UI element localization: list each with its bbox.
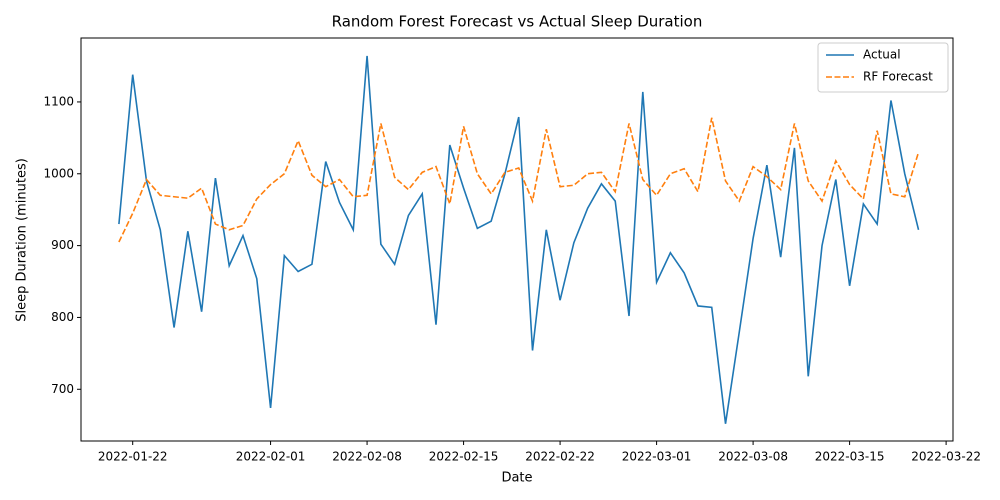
chart-title: Random Forest Forecast vs Actual Sleep D… <box>332 13 703 31</box>
x-tick-label: 2022-03-22 <box>911 450 981 464</box>
legend-label: RF Forecast <box>863 70 933 84</box>
y-tick-label: 1100 <box>43 94 74 108</box>
y-tick-label: 800 <box>51 310 74 324</box>
y-tick-label: 1000 <box>43 166 74 180</box>
x-tick-label: 2022-02-01 <box>236 450 306 464</box>
series-line <box>118 117 920 243</box>
x-tick-label: 2022-01-22 <box>98 450 168 464</box>
x-tick-label: 2022-02-08 <box>332 450 402 464</box>
plot-frame <box>80 37 954 442</box>
y-tick-label: 700 <box>51 382 74 396</box>
x-tick-label: 2022-03-01 <box>622 450 692 464</box>
x-tick-label: 2022-03-08 <box>718 450 788 464</box>
x-tick-label: 2022-03-15 <box>815 450 885 464</box>
x-tick-label: 2022-02-15 <box>429 450 499 464</box>
legend-label: Actual <box>863 48 901 62</box>
y-axis-label: Sleep Duration (minutes) <box>15 158 30 322</box>
x-axis-label: Date <box>501 471 532 486</box>
series-line <box>118 55 920 424</box>
x-tick-label: 2022-02-22 <box>525 450 595 464</box>
y-tick-label: 900 <box>51 238 74 252</box>
